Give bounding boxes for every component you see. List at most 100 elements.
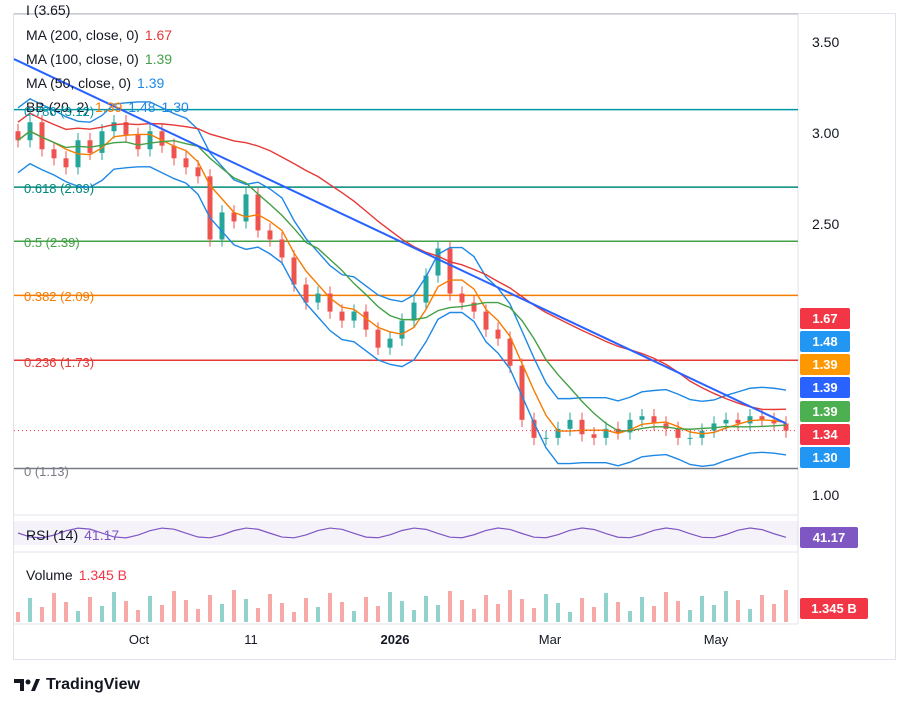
candle-body	[423, 275, 429, 303]
candle-body	[447, 248, 453, 294]
candle-body	[111, 122, 117, 132]
volume-bar	[640, 597, 644, 622]
volume-bar	[508, 590, 512, 622]
candle-body	[711, 423, 717, 431]
volume-bar	[544, 594, 548, 622]
volume-bar	[280, 603, 284, 622]
y-tick-300: 3.00	[812, 125, 840, 141]
candle-body	[639, 416, 645, 420]
price-badge-ma100: 1.39	[800, 401, 850, 422]
candle-body	[159, 131, 165, 146]
candle-body	[339, 311, 345, 321]
price-badge-bb-upper: 1.48	[800, 331, 850, 352]
price-badge-ma50: 1.39	[800, 377, 850, 398]
legend-ma50-label: MA (50, close, 0)	[26, 75, 132, 91]
x-tick-may: May	[703, 632, 729, 647]
volume-bar	[616, 602, 620, 622]
fib-label-0786: 0.786 (3.12)	[24, 104, 95, 119]
candle-body	[267, 230, 273, 240]
rsi-line	[17, 527, 787, 539]
candle-body	[723, 419, 729, 424]
volume-bar	[76, 611, 80, 622]
volume-bar	[16, 612, 20, 622]
rsi-band	[14, 521, 798, 545]
volume-bar	[244, 599, 248, 622]
volume-bar	[208, 595, 212, 622]
fib-label-0236: 0.236 (1.73)	[24, 355, 95, 370]
volume-bar	[40, 607, 44, 622]
candle-body	[183, 158, 189, 168]
candle-body	[351, 311, 357, 321]
bb-mid-line	[17, 130, 787, 435]
volume-bar	[304, 598, 308, 622]
volume-bar	[160, 605, 164, 622]
volume-bar	[268, 594, 272, 622]
volume-bar	[376, 606, 380, 622]
volume-bar	[460, 600, 464, 622]
volume-bar	[424, 596, 428, 622]
y-tick-100: 1.00	[812, 487, 840, 503]
symbol-header: I (3.65)	[26, 2, 71, 18]
volume-bar	[64, 602, 68, 622]
candle-body	[495, 329, 501, 339]
candle-body	[783, 423, 789, 431]
candle-body	[279, 239, 285, 258]
volume-bar	[148, 596, 152, 622]
fib-label-0618: 0.618 (2.69)	[24, 181, 95, 196]
volume-bar	[700, 596, 704, 622]
legend-ma100[interactable]: MA (100, close, 0) 1.39	[26, 51, 172, 67]
legend-bb-lower: 1.30	[161, 99, 189, 115]
volume-bar	[292, 612, 296, 622]
rsi-legend[interactable]: RSI (14) 41.17	[26, 527, 119, 543]
volume-bar	[316, 607, 320, 622]
candle-body	[195, 167, 201, 177]
volume-legend[interactable]: Volume 1.345 B	[26, 567, 127, 583]
volume-bar	[52, 593, 56, 622]
volume-bar	[352, 611, 356, 622]
volume-bar	[532, 608, 536, 622]
tradingview-brand: TradingView	[46, 676, 140, 693]
candle-body	[291, 257, 297, 285]
volume-bar	[220, 604, 224, 622]
legend-bb[interactable]: BB (20, 2) 1.39 1.48 1.30	[26, 99, 189, 115]
volume-bar	[364, 597, 368, 622]
legend-ma100-label: MA (100, close, 0)	[26, 51, 139, 67]
volume-bar	[664, 592, 668, 622]
candle-body	[207, 176, 213, 240]
candle-body	[399, 320, 405, 339]
volume-bar	[772, 604, 776, 622]
volume-bar	[760, 595, 764, 622]
legend-ma200[interactable]: MA (200, close, 0) 1.67	[26, 27, 172, 43]
bb-lower-line	[17, 162, 787, 467]
ma200-line	[17, 112, 787, 411]
tradingview-logo[interactable]: TradingView	[14, 674, 140, 696]
bb-upper-line	[17, 97, 787, 403]
candle-body	[555, 428, 561, 438]
volume-bar	[328, 593, 332, 622]
candle-body	[771, 419, 777, 424]
candle-body	[567, 419, 573, 429]
rsi-label: RSI (14)	[26, 527, 79, 543]
candle-body	[507, 338, 513, 366]
volume-legend-value: 1.345 B	[78, 567, 127, 583]
legend-bb-label: BB (20, 2)	[26, 99, 90, 115]
volume-bar	[736, 600, 740, 622]
legend-ma50[interactable]: MA (50, close, 0) 1.39	[26, 75, 164, 91]
rsi-legend-value: 41.17	[84, 527, 120, 543]
volume-bar	[388, 592, 392, 622]
volume-bar	[448, 591, 452, 622]
volume-bar	[676, 601, 680, 622]
candle-body	[219, 212, 225, 240]
fib-label-05: 0.5 (2.39)	[24, 235, 80, 250]
candle-body	[411, 302, 417, 321]
candle-body	[663, 423, 669, 429]
ma100-line	[17, 130, 787, 432]
price-badge-ma200: 1.67	[800, 308, 850, 329]
candle-body	[759, 416, 765, 420]
volume-bar	[472, 609, 476, 622]
candle-body	[387, 338, 393, 348]
volume-bar	[628, 611, 632, 622]
candle-body	[15, 131, 21, 141]
candle-body	[579, 419, 585, 435]
